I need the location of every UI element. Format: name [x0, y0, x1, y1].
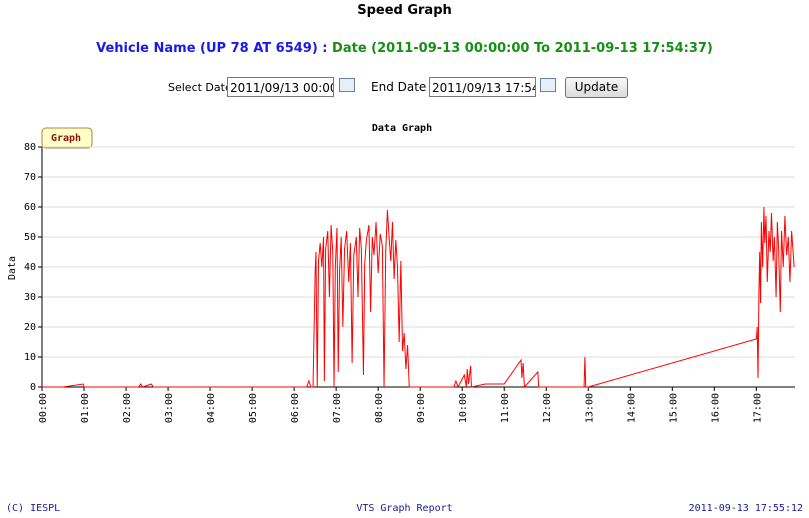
- start-label: Select Date: [168, 81, 232, 94]
- y-tick-label: 50: [24, 232, 36, 243]
- y-tick-label: 80: [24, 142, 36, 153]
- subtitle: Vehicle Name (UP 78 AT 6549) : Date (201…: [0, 41, 809, 56]
- footer-center: VTS Graph Report: [356, 503, 453, 514]
- x-tick-label: 08:00: [374, 393, 385, 423]
- x-tick-label: 10:00: [458, 393, 469, 423]
- x-tick-label: 01:00: [80, 393, 91, 423]
- vehicle-name: Vehicle Name (UP 78 AT 6549) :: [96, 41, 328, 56]
- date-range: Date (2011-09-13 00:00:00 To 2011-09-13 …: [332, 41, 713, 56]
- x-tick-label: 11:00: [500, 393, 511, 423]
- x-tick-label: 14:00: [626, 393, 637, 423]
- x-tick-label: 07:00: [332, 393, 343, 423]
- x-tick-label: 02:00: [122, 393, 133, 423]
- x-tick-label: 03:00: [164, 393, 175, 423]
- footer-left: (C) IESPL: [6, 503, 61, 514]
- x-tick-label: 04:00: [206, 393, 217, 423]
- x-tick-label: 09:00: [416, 393, 427, 423]
- x-tick-label: 05:00: [248, 393, 259, 423]
- end-date-input[interactable]: 2011/09/13 17:54:: [429, 77, 536, 97]
- y-tick-label: 0: [30, 382, 36, 393]
- tab-label: Graph: [51, 133, 81, 144]
- x-tick-label: 16:00: [710, 393, 721, 423]
- start-date-input[interactable]: 2011/09/13 00:00:: [227, 77, 334, 97]
- y-tick-label: 10: [24, 352, 36, 363]
- speed-line: [42, 206, 795, 389]
- x-tick-label: 17:00: [752, 393, 763, 423]
- x-tick-label: 06:00: [290, 393, 301, 423]
- update-button[interactable]: Update: [565, 77, 628, 98]
- x-tick-label: 00:00: [38, 393, 49, 423]
- graph-tab: [41, 127, 93, 149]
- page-title: Speed Graph: [357, 3, 452, 18]
- y-tick-label: 30: [24, 292, 36, 303]
- x-tick-label: 12:00: [542, 393, 553, 423]
- y-tick-label: 70: [24, 172, 36, 183]
- x-tick-label: 13:00: [584, 393, 595, 423]
- footer-right: 2011-09-13 17:55:12: [688, 503, 803, 514]
- calendar-icon[interactable]: [540, 78, 556, 92]
- y-tick-label: 20: [24, 322, 36, 333]
- chart: Graph Data Graph Data 0 10 20 30 40 50 60 70 80 0…: [7, 123, 795, 423]
- y-tick-label: 40: [24, 262, 36, 273]
- calendar-icon[interactable]: [339, 78, 355, 92]
- y-axis-label: Data: [7, 256, 18, 280]
- x-tick-label: 15:00: [668, 393, 679, 423]
- end-label: End Date: [371, 80, 427, 94]
- y-tick-label: 60: [24, 202, 36, 213]
- chart-title: Data Graph: [372, 123, 432, 134]
